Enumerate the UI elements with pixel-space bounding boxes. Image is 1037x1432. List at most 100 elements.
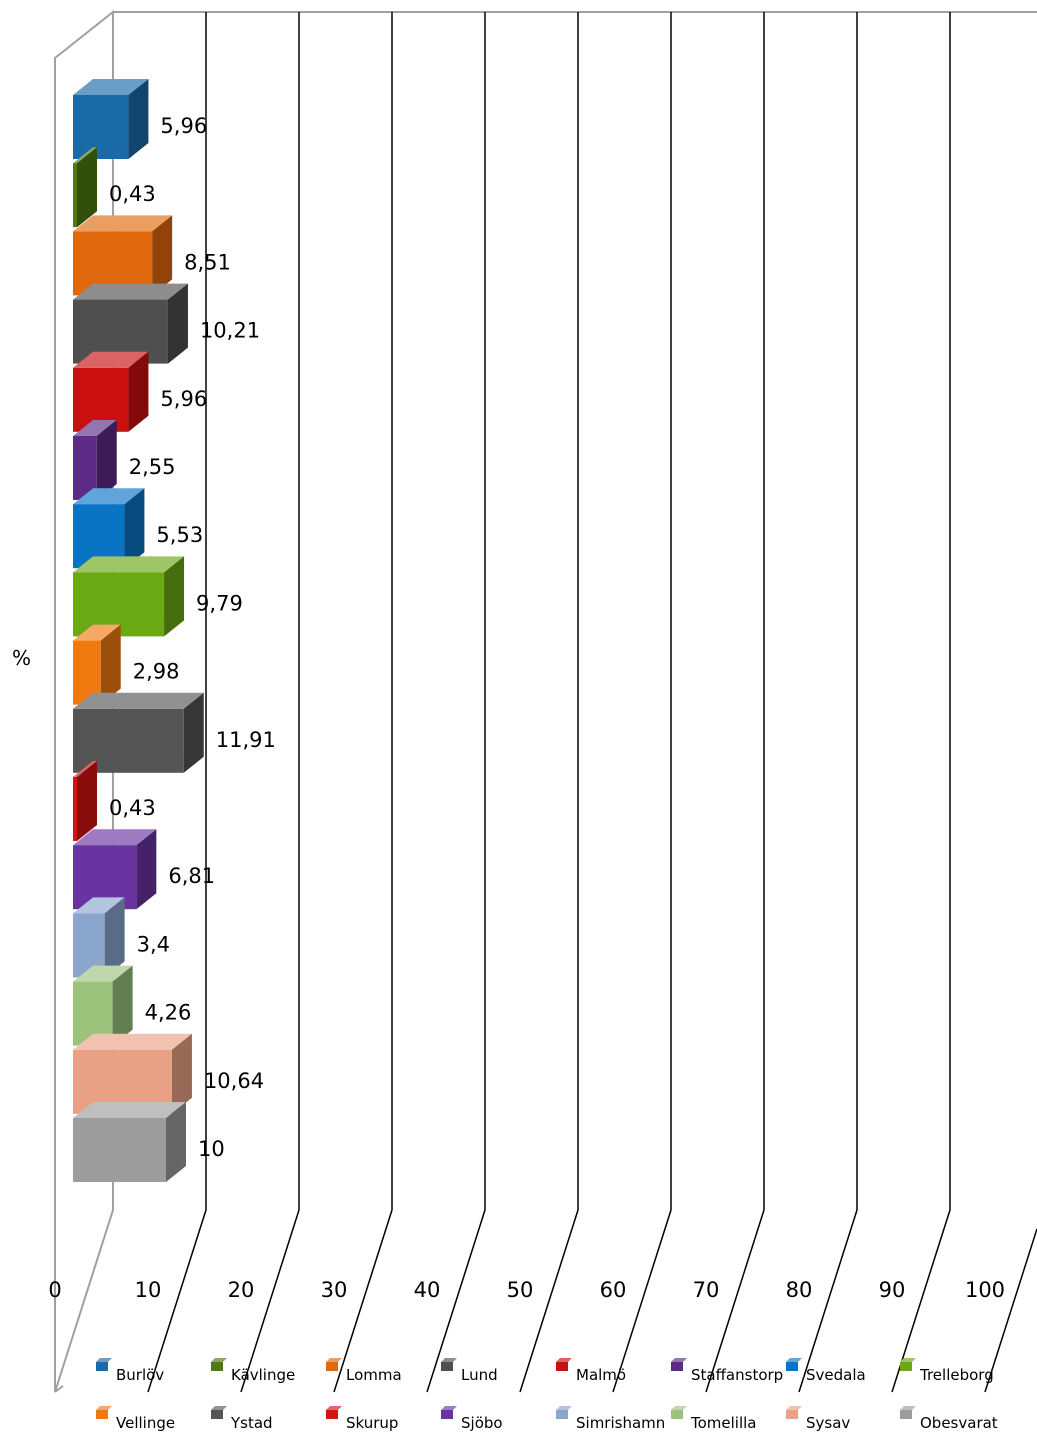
legend-swatch-top <box>786 1358 802 1362</box>
legend-swatch-top <box>211 1358 227 1362</box>
legend-swatch <box>556 1362 568 1371</box>
bar-side-face <box>171 1033 192 1114</box>
legend-item-lomma: Lomma <box>326 1358 402 1384</box>
bar-lund <box>73 283 188 364</box>
bar-front-face <box>73 436 97 500</box>
bar-top-face <box>73 965 133 982</box>
y-axis-title: % <box>12 646 31 670</box>
chart-x-axis-ticks: 0 10 20 30 40 50 60 70 80 90 100 <box>48 1278 1005 1302</box>
legend-swatch <box>211 1362 223 1371</box>
legend-swatch-top <box>786 1406 802 1410</box>
chart-data-labels: 5,96 0,43 8,51 10,21 5,96 2,55 5,53 9,79 2,98 11,… <box>109 114 276 1161</box>
bar-side-face <box>164 556 185 637</box>
legend-label: Lomma <box>346 1366 402 1384</box>
legend-swatch <box>786 1410 798 1419</box>
bar-top-face <box>73 420 117 436</box>
legend-swatch <box>211 1410 223 1419</box>
bar-side-face <box>104 897 125 978</box>
legend-swatch-top <box>900 1406 916 1410</box>
bar-top-face <box>73 692 204 709</box>
legend-item-kävlinge: Kävlinge <box>211 1358 295 1384</box>
bar-top-face <box>73 79 149 95</box>
bar-top-face <box>73 215 173 232</box>
legend-label: Sysav <box>806 1414 850 1432</box>
bar-front-face <box>73 95 129 159</box>
floor-gridline <box>333 1209 393 1393</box>
x-tick-label: 10 <box>135 1278 162 1302</box>
bar-kävlinge <box>73 147 97 228</box>
legend-label: Obesvarat <box>920 1414 998 1432</box>
bar-top-face <box>73 556 185 573</box>
legend-label: Ystad <box>230 1414 273 1432</box>
legend-swatch-top <box>96 1358 112 1362</box>
legend-swatch-top <box>441 1358 457 1362</box>
x-tick-label: 60 <box>600 1278 627 1302</box>
legend-item-trelleborg: Trelleborg <box>900 1358 994 1384</box>
legend-label: Svedala <box>806 1366 866 1384</box>
x-tick-label: 80 <box>786 1278 813 1302</box>
bar-simrishamn <box>73 897 125 978</box>
legend-item-malmö: Malmö <box>556 1358 626 1384</box>
data-label-vellinge: 2,98 <box>133 660 180 684</box>
legend-swatch <box>441 1362 453 1371</box>
legend-swatch-top <box>441 1406 457 1410</box>
bar-side-face <box>152 215 173 296</box>
legend-item-simrishamn: Simrishamn <box>556 1406 665 1432</box>
data-label-svedala: 5,53 <box>156 523 203 547</box>
bar-top-face <box>73 761 97 777</box>
bar-side-face <box>183 692 204 773</box>
floor-origin-edge <box>54 1385 64 1393</box>
legend-swatch <box>671 1362 683 1371</box>
legend-item-sysav: Sysav <box>786 1406 850 1432</box>
bar-staffanstorp <box>73 420 117 500</box>
bar-side-face <box>77 761 97 841</box>
legend-swatch-top <box>96 1406 112 1410</box>
data-label-sysav: 10,64 <box>204 1069 264 1093</box>
legend-swatch-top <box>211 1406 227 1410</box>
legend-swatch-top <box>326 1358 342 1362</box>
bar-sysav <box>73 1033 192 1114</box>
x-tick-label: 50 <box>507 1278 534 1302</box>
floor-gridline <box>240 1209 300 1393</box>
chart-bars <box>73 79 204 1182</box>
bar-top-face <box>73 1033 192 1050</box>
legend-swatch <box>786 1362 798 1371</box>
bar-ystad <box>73 692 204 773</box>
legend-label: Simrishamn <box>576 1414 665 1432</box>
x-tick-label: 20 <box>228 1278 255 1302</box>
data-label-sjöbo: 6,81 <box>168 864 215 888</box>
legend-label: Staffanstorp <box>691 1366 783 1384</box>
bar-side-face <box>136 829 157 910</box>
bar-front-face <box>73 777 77 841</box>
bar-front-face <box>73 1118 166 1182</box>
bar-svedala <box>73 488 145 569</box>
legend-label: Vellinge <box>116 1414 175 1432</box>
legend-swatch <box>326 1362 338 1371</box>
floor-gridline <box>705 1209 765 1393</box>
bar-malmö <box>73 351 149 432</box>
legend-swatch-top <box>556 1358 572 1362</box>
legend-swatch <box>671 1410 683 1419</box>
bar-top-face <box>73 624 121 641</box>
legend-item-vellinge: Vellinge <box>96 1406 175 1432</box>
legend-label: Trelleborg <box>919 1366 994 1384</box>
legend-label: Kävlinge <box>231 1366 295 1384</box>
legend-item-burlöv: Burlöv <box>96 1358 164 1384</box>
data-label-kävlinge: 0,43 <box>109 182 156 206</box>
bar-side-face <box>166 1102 186 1182</box>
legend-item-obesvarat: Obesvarat <box>900 1406 998 1432</box>
floor-gridline <box>984 1228 1037 1393</box>
legend-swatch-top <box>671 1358 687 1362</box>
bar-obesvarat <box>73 1102 186 1182</box>
x-tick-label: 90 <box>879 1278 906 1302</box>
bar-top-face <box>73 283 188 300</box>
floor-gridline <box>426 1209 486 1393</box>
data-label-lund: 10,21 <box>200 319 260 343</box>
bar-top-face <box>73 351 149 368</box>
bar-burlöv <box>73 79 149 159</box>
data-label-burlöv: 5,96 <box>160 114 207 138</box>
legend-item-sjöbo: Sjöbo <box>441 1406 503 1432</box>
chart-legend: Burlöv Kävlinge Lomma Lund Malmö Staffanstorp… <box>96 1358 998 1432</box>
bar-side-face <box>112 965 133 1046</box>
